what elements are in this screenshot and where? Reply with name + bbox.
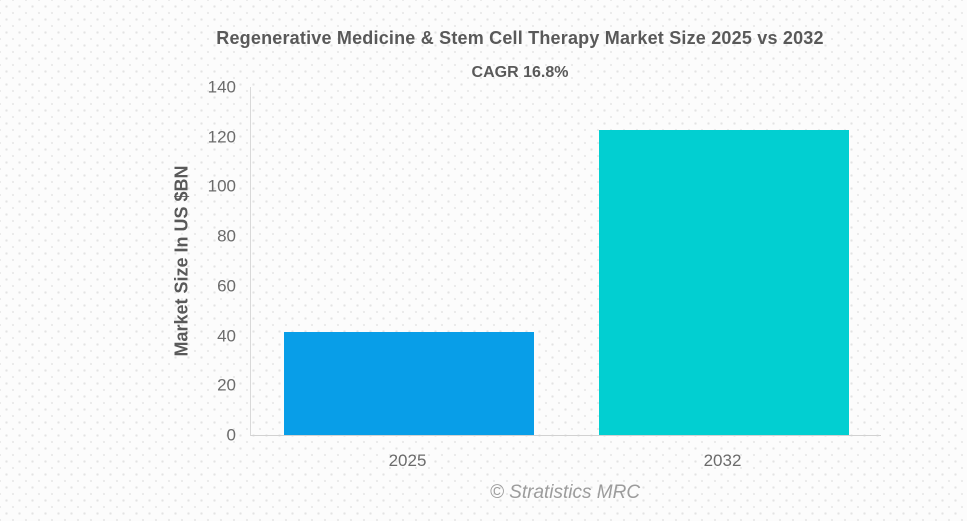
plot-area — [250, 87, 881, 436]
watermark-source: © Stratistics MRC — [489, 482, 641, 503]
chart-title: Regenerative Medicine & Stem Cell Therap… — [216, 28, 824, 48]
y-tick-label-100: 100 — [207, 176, 236, 196]
y-tick-label-80: 80 — [217, 226, 236, 246]
x-axis-label-2025: 2025 — [388, 451, 427, 470]
bar-2032 — [598, 129, 849, 435]
chart-subtitle-cagr: CAGR 16.8% — [471, 64, 569, 81]
x-axis-labels: 2025 2032 — [250, 451, 880, 473]
bar-2025 — [283, 332, 534, 435]
y-tick-label-120: 120 — [207, 127, 236, 147]
y-tick-label-60: 60 — [217, 276, 236, 296]
y-tick-label-140: 140 — [207, 77, 236, 97]
x-axis-label-2032: 2032 — [703, 451, 742, 470]
chart-header: Regenerative Medicine & Stem Cell Therap… — [90, 28, 950, 82]
y-tick-label-20: 20 — [217, 375, 236, 395]
y-tick-label-40: 40 — [217, 326, 236, 346]
y-tick-label-0: 0 — [226, 425, 236, 445]
y-axis-tick-labels: 0 20 40 60 80 100 120 140 — [150, 79, 236, 444]
